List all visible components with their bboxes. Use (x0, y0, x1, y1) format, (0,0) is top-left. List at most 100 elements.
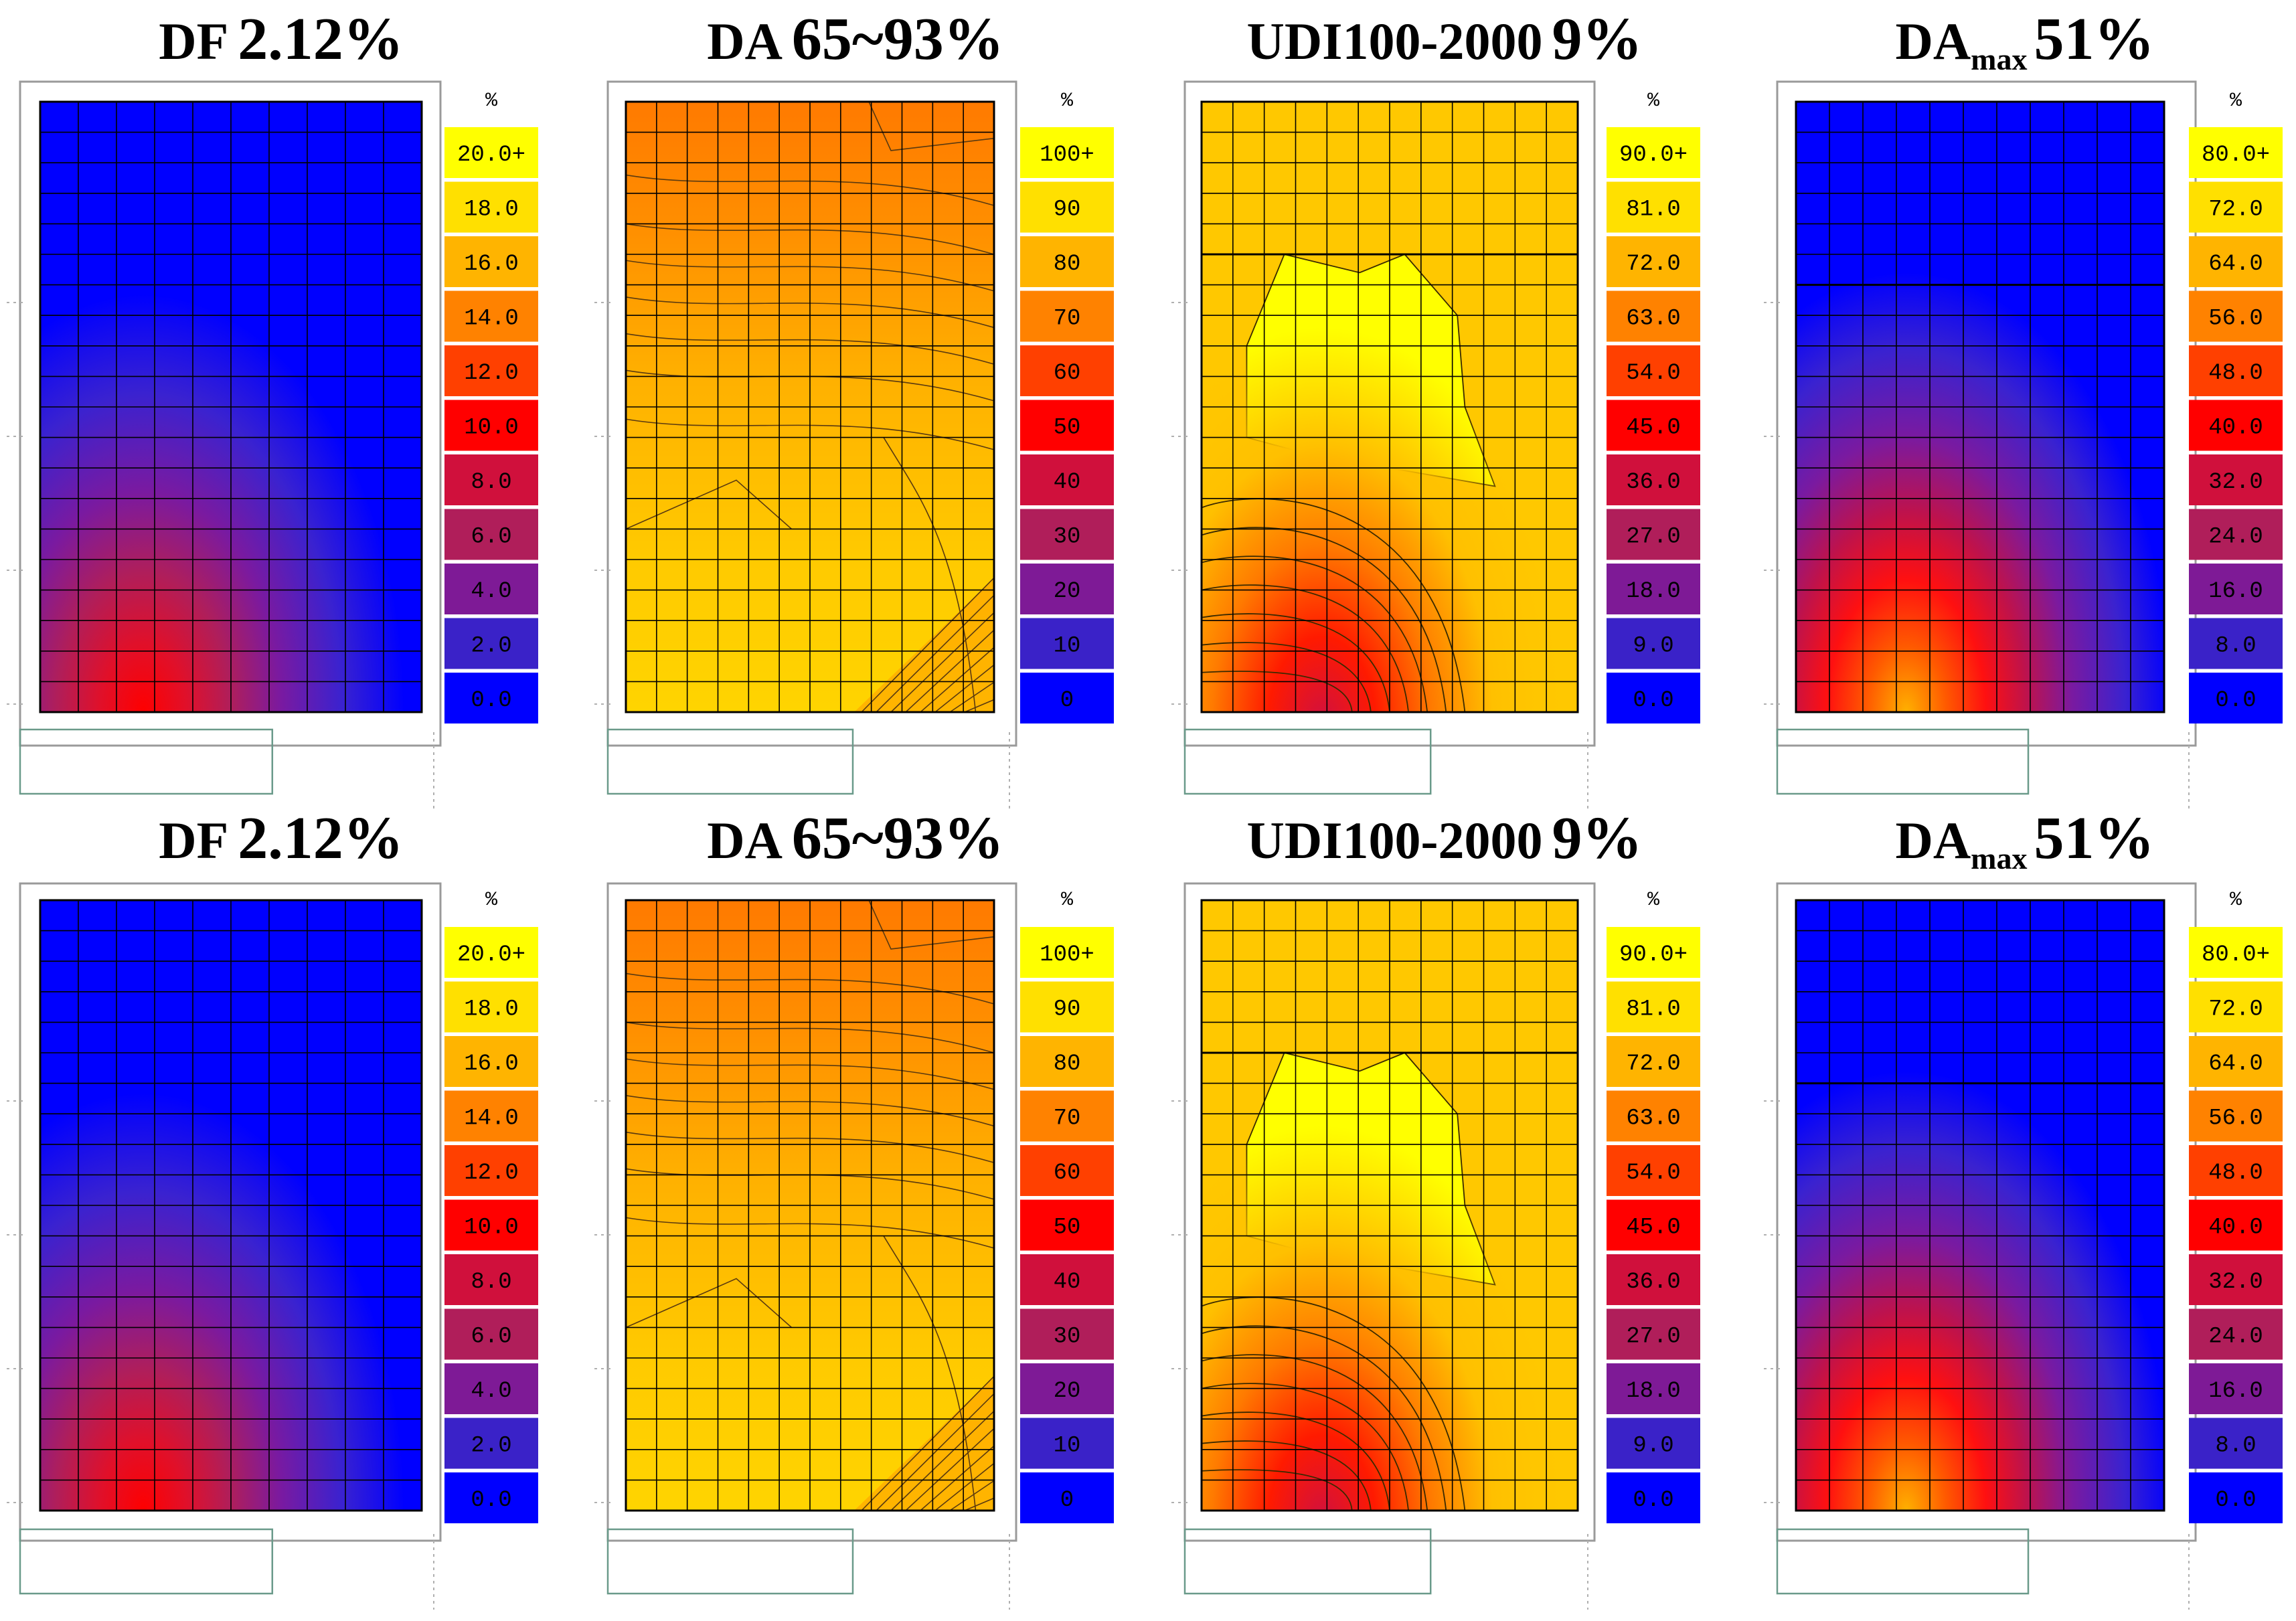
legend-label: 100+ (1040, 143, 1094, 168)
legend-label: 90.0+ (1619, 143, 1688, 168)
legend-swatch (1020, 345, 1114, 396)
panel-title-subscript: max (1971, 42, 2027, 76)
legend-label: 36.0 (1626, 1270, 1681, 1295)
legend-label: 8.0 (471, 470, 511, 495)
contour-line (1201, 1354, 1428, 1511)
legend-label: 50 (1054, 416, 1081, 441)
panel-damax-row2: DAmax 51%% 80.0+ 72.0 64.0 56.0 48.0 40.0 32.0 24… (1764, 805, 2283, 1610)
legend-unit: % (1061, 90, 1074, 112)
legend-swatch (1020, 181, 1114, 233)
legend-swatch (444, 618, 538, 669)
legend-swatch (1607, 1090, 1700, 1142)
legend-label: 54.0 (1626, 361, 1681, 386)
contour-line (625, 174, 995, 206)
contour-line (625, 418, 995, 450)
legend-swatch (444, 509, 538, 560)
legend-swatch (444, 981, 538, 1033)
annotation-box (1776, 728, 2030, 795)
legend-label: 80.0+ (2202, 942, 2270, 968)
legend-swatch (1020, 1308, 1114, 1360)
contour-line (1201, 642, 1372, 713)
legend-label: 30 (1054, 1325, 1081, 1350)
legend-unit: % (2230, 889, 2242, 912)
panel-title-subscript: max (1971, 841, 2027, 875)
panel-title-value: 51% (2034, 805, 2155, 871)
legend-label: 8.0 (2215, 1434, 2256, 1459)
legend-swatch (2189, 290, 2283, 342)
legend-label: 14.0 (464, 1106, 519, 1132)
legend-swatch (444, 345, 538, 396)
contour-line (625, 479, 793, 530)
legend-swatch (444, 1090, 538, 1142)
legend-swatch (2189, 927, 2283, 978)
legend-label: 20 (1054, 579, 1081, 604)
legend-label: 10.0 (464, 416, 519, 441)
legend-swatch (1607, 181, 1700, 233)
contour-line (1201, 1440, 1372, 1511)
legend-label: 4.0 (471, 579, 511, 604)
legend-swatch (1020, 1090, 1114, 1142)
panel-title-metric: UDI100-2000 (1247, 12, 1543, 70)
legend-label: 45.0 (1626, 1215, 1681, 1241)
legend-label: 8.0 (2215, 634, 2256, 659)
contour-line (934, 1462, 995, 1511)
legend-label: 70 (1054, 1106, 1081, 1132)
legend-swatch (1607, 1254, 1700, 1305)
legend-label: 63.0 (1626, 307, 1681, 332)
legend-unit: % (2230, 90, 2242, 112)
legend-label: 40.0 (2208, 1215, 2263, 1241)
legend-swatch (1020, 1145, 1114, 1196)
legend-label: 36.0 (1626, 470, 1681, 495)
legend-label: 6.0 (471, 525, 511, 550)
legend-swatch (444, 236, 538, 287)
contour-line (1201, 556, 1428, 713)
contour-line (883, 437, 977, 713)
panel-title: DAmax 51% (1896, 805, 2155, 875)
panel-title-value: 2.12% (238, 6, 404, 72)
contour-line (1201, 1296, 1466, 1511)
contour-line (934, 664, 995, 713)
legend-label: 54.0 (1626, 1161, 1681, 1186)
legend-swatch (1020, 618, 1114, 669)
legend-swatch (2189, 1363, 2283, 1414)
legend-label: 90.0+ (1619, 942, 1688, 968)
legend-swatch (1020, 290, 1114, 342)
legend-swatch (2189, 236, 2283, 287)
legend-label: 10 (1054, 1434, 1081, 1459)
legend-label: 6.0 (471, 1325, 511, 1350)
legend-swatch (2189, 509, 2283, 560)
legend-swatch (2189, 1145, 2283, 1196)
legend-label: 63.0 (1626, 1106, 1681, 1132)
legend-swatch (2189, 127, 2283, 178)
contour-line (1201, 584, 1409, 713)
legend-swatch (1020, 1199, 1114, 1251)
annotation-box (1776, 1528, 2030, 1595)
panel-da-row2: DA 65~93%% 100+ 90 80 70 60 50 40 30 20 10 0 (594, 805, 1114, 1610)
legend-label: 16.0 (464, 252, 519, 277)
legend-label: 4.0 (471, 1379, 511, 1404)
legend-label: 9.0 (1633, 634, 1673, 659)
legend-swatch (1607, 400, 1700, 451)
legend-swatch (2189, 1254, 2283, 1305)
plot-border (1200, 100, 1579, 713)
contour-line (1201, 613, 1390, 713)
contour-line (964, 1497, 995, 1511)
legend-label: 0.0 (1633, 1488, 1673, 1513)
legend-swatch (1020, 1418, 1114, 1469)
panel-title: UDI100-2000 9% (1247, 805, 1643, 871)
legend-unit: % (485, 889, 498, 912)
legend-swatch (2189, 981, 2283, 1033)
panel-title-metric: UDI100-2000 (1247, 811, 1543, 869)
legend-label: 50 (1054, 1215, 1081, 1241)
legend-label: 48.0 (2208, 361, 2263, 386)
legend-swatch (1607, 1308, 1700, 1360)
legend-swatch (444, 454, 538, 505)
contour-line (625, 1021, 995, 1053)
legend-label: 20.0+ (457, 942, 525, 968)
legend-swatch (1607, 618, 1700, 669)
legend-swatch (444, 1308, 538, 1360)
legend-swatch (1020, 127, 1114, 178)
plot-border (625, 899, 995, 1512)
contour-line (890, 612, 995, 713)
legend-label: 16.0 (2208, 1379, 2263, 1404)
